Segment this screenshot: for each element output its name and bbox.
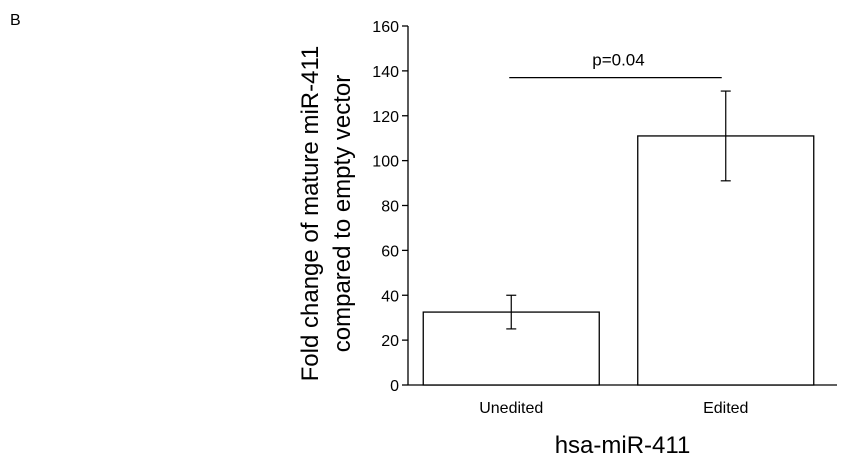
y-tick-label: 0 xyxy=(390,378,399,395)
panel-label: B xyxy=(10,12,21,29)
y-axis-title-line: Fold change of mature miR-411 xyxy=(297,46,324,382)
y-tick-label: 160 xyxy=(372,19,399,36)
p-value-label: p=0.04 xyxy=(592,51,644,70)
y-tick-label: 20 xyxy=(381,333,399,350)
error-bars xyxy=(506,90,731,330)
y-tick-label: 60 xyxy=(381,243,399,260)
significance-annotation: p=0.04 xyxy=(509,51,722,79)
x-tick-label: Edited xyxy=(703,400,748,417)
y-tick-label: 100 xyxy=(372,154,399,171)
y-tick-label: 140 xyxy=(372,64,399,81)
y-axis: 0 20 40 60 80 100 120 140 160 xyxy=(372,19,409,395)
y-tick-label: 40 xyxy=(381,288,399,305)
y-tick-label: 80 xyxy=(381,199,399,216)
y-axis-title-line: compared to empty vector xyxy=(329,75,356,352)
bar-series xyxy=(422,135,815,386)
x-axis: Unedited Edited xyxy=(408,384,837,417)
x-tick-label: Unedited xyxy=(479,400,543,417)
y-tick-label: 120 xyxy=(372,109,399,126)
x-axis-title: hsa-miR-411 xyxy=(555,432,691,459)
y-axis-title: Fold change of mature miR-411 compared to… xyxy=(297,46,356,382)
